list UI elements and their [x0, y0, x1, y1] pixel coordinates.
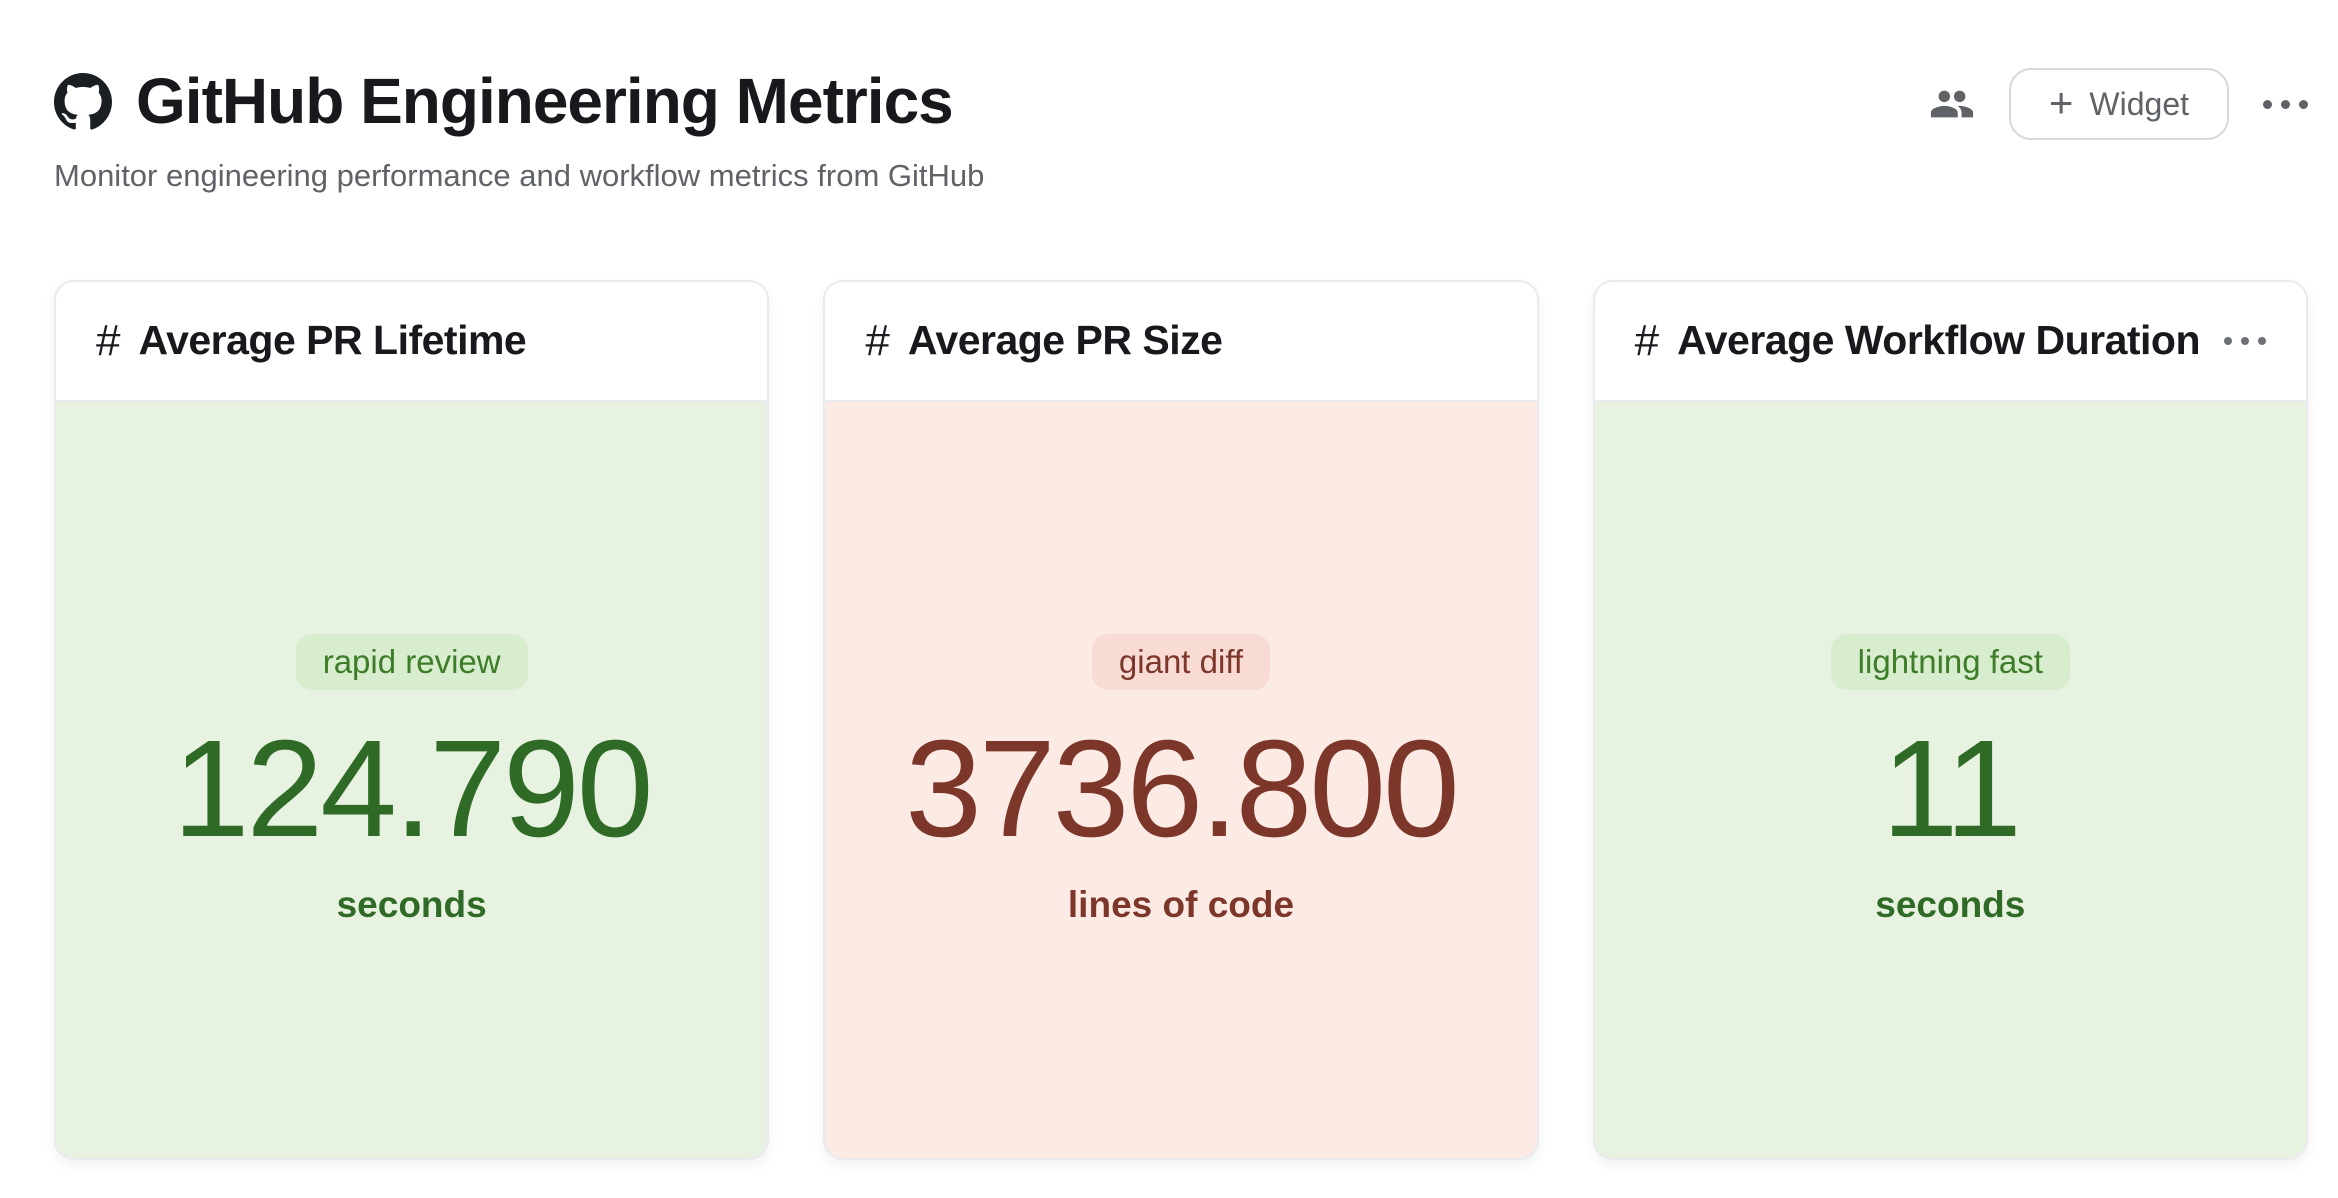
metric-card-average-pr-lifetime: # Average PR Lifetime rapid review 124.7… [54, 279, 770, 1160]
title-line: GitHub Engineering Metrics [54, 65, 984, 138]
header-title-group: GitHub Engineering Metrics Monitor engin… [54, 65, 985, 194]
add-widget-label: Widget [2089, 85, 2189, 122]
plus-icon: + [2048, 78, 2074, 126]
card-header: # Average PR Lifetime [56, 281, 768, 402]
card-title: Average Workflow Duration [1677, 317, 2201, 364]
status-badge: lightning fast [1830, 633, 2070, 690]
toolbar: + Widget [1929, 68, 2308, 140]
card-title: Average PR Size [907, 317, 1223, 364]
metric-card-average-pr-size: # Average PR Size giant diff 3736.800 li… [823, 279, 1539, 1160]
number-metric-icon: # [96, 315, 121, 365]
card-header: # Average PR Size [825, 281, 1537, 402]
add-widget-button[interactable]: + Widget [2008, 68, 2229, 140]
page-subtitle: Monitor engineering performance and work… [54, 157, 985, 193]
metric-card-average-workflow-duration: # Average Workflow Duration lightning fa… [1592, 279, 2308, 1160]
card-title: Average PR Lifetime [138, 317, 527, 364]
card-body: rapid review 124.790 seconds [56, 401, 768, 1158]
metric-unit: lines of code [1067, 883, 1295, 925]
ellipsis-icon [2223, 336, 2266, 345]
status-badge: rapid review [295, 633, 528, 690]
card-body: lightning fast 11 seconds [1594, 401, 2306, 1158]
metric-value: 124.790 [172, 711, 654, 866]
card-body: giant diff 3736.800 lines of code [825, 401, 1537, 1158]
dashboard-overflow-button[interactable] [2263, 99, 2308, 109]
people-icon [1929, 81, 1975, 127]
dashboard-header: GitHub Engineering Metrics Monitor engin… [54, 65, 2308, 194]
metric-unit: seconds [1875, 883, 2026, 925]
metric-value: 3736.800 [905, 711, 1460, 866]
metric-value: 11 [1881, 711, 2022, 866]
widget-grid: # Average PR Lifetime rapid review 124.7… [54, 279, 2308, 1160]
number-metric-icon: # [1634, 315, 1660, 365]
number-metric-icon: # [865, 315, 890, 365]
card-header: # Average Workflow Duration [1594, 281, 2306, 402]
page-title: GitHub Engineering Metrics [136, 65, 954, 137]
github-logo-icon [54, 72, 112, 131]
status-badge: giant diff [1091, 633, 1271, 690]
metric-unit: seconds [336, 883, 487, 925]
collaborators-button[interactable] [1929, 81, 1975, 127]
ellipsis-icon [2263, 99, 2308, 109]
card-overflow-button[interactable] [2216, 329, 2266, 353]
